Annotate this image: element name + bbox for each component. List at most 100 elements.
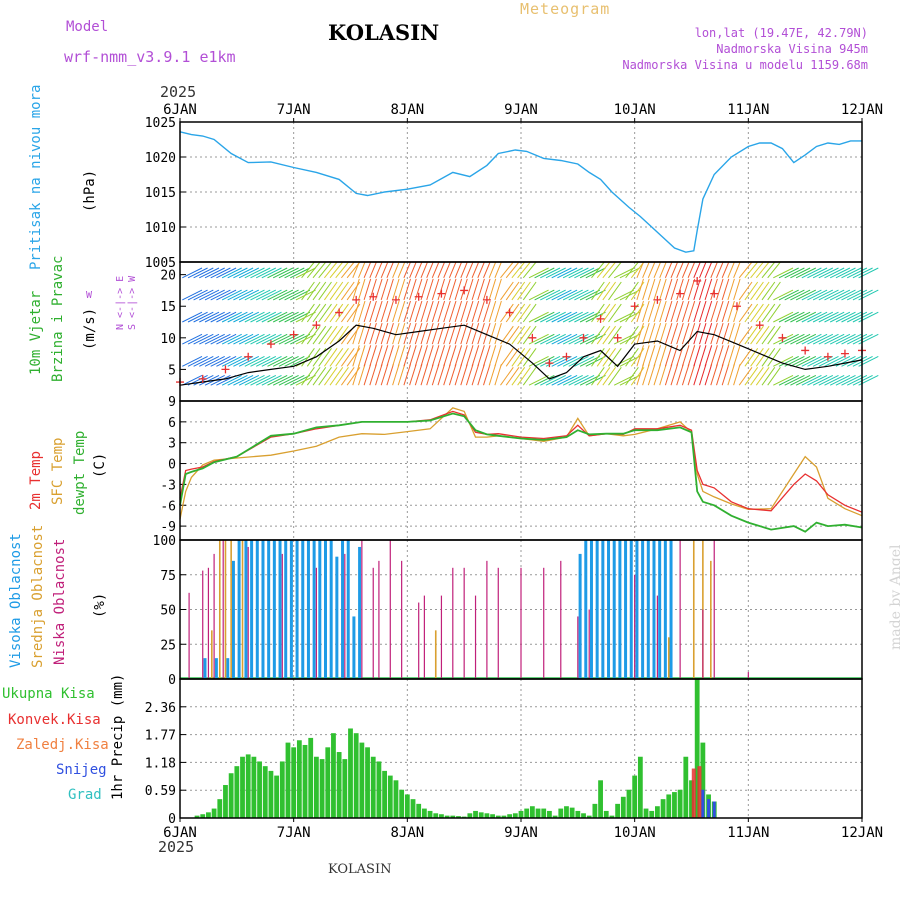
year-top: 2025 bbox=[160, 83, 197, 101]
wind-barb bbox=[528, 374, 549, 386]
high-cloud-bar bbox=[358, 546, 362, 679]
wind-barb bbox=[488, 364, 497, 386]
high-cloud-bar bbox=[272, 540, 276, 679]
wind-barb bbox=[420, 345, 428, 367]
precip-total-bar bbox=[655, 806, 660, 818]
precip-total-bar bbox=[666, 794, 672, 818]
wind-barb bbox=[591, 303, 605, 323]
precip-total-bar bbox=[672, 792, 677, 818]
wind-barb bbox=[807, 374, 828, 386]
wind-barb bbox=[278, 267, 299, 279]
wind-barb bbox=[790, 333, 811, 345]
wind-barb bbox=[397, 364, 406, 386]
wind-barb bbox=[358, 345, 366, 367]
wind-barb bbox=[443, 278, 451, 301]
wind-barb bbox=[721, 364, 730, 386]
wind-barb bbox=[818, 355, 839, 367]
wind-barb bbox=[744, 281, 759, 301]
precip-total-bar bbox=[501, 815, 507, 818]
wind-barb bbox=[835, 267, 856, 279]
wind-barb bbox=[392, 345, 400, 367]
precip-total-bar bbox=[302, 744, 308, 818]
wind-barb bbox=[750, 325, 764, 345]
precip-total-bar bbox=[569, 807, 575, 818]
wind-barb bbox=[448, 364, 457, 386]
wind-barb bbox=[767, 367, 781, 386]
wind-barb bbox=[187, 311, 208, 323]
wind-barb bbox=[182, 289, 203, 301]
low-cloud-bar bbox=[560, 560, 562, 679]
wind-barb bbox=[687, 300, 696, 323]
wind-barb bbox=[659, 364, 667, 386]
wind-barb bbox=[557, 311, 578, 323]
wind-barb bbox=[363, 345, 372, 367]
wind-barb bbox=[812, 333, 834, 345]
wind-barb bbox=[221, 267, 242, 279]
wind-barb bbox=[619, 289, 640, 301]
wind-barb bbox=[835, 289, 856, 301]
precip-total-bar bbox=[484, 813, 490, 818]
wind-barb bbox=[710, 261, 718, 278]
high-cloud-bar bbox=[607, 540, 611, 679]
wind-barb bbox=[323, 281, 338, 301]
wind-barb bbox=[517, 281, 531, 301]
wind-barb bbox=[517, 303, 531, 323]
wind-barb bbox=[625, 261, 639, 279]
wind-barb bbox=[250, 355, 271, 367]
wind-barb bbox=[397, 345, 406, 367]
wind-barb bbox=[829, 374, 851, 386]
wind-barb bbox=[505, 281, 520, 301]
wind-barb bbox=[608, 367, 622, 386]
mid-cloud-bar bbox=[434, 630, 437, 679]
altitude-label: Nadmorska Visina 945m bbox=[716, 42, 868, 56]
wind-barb bbox=[841, 333, 862, 345]
wind-barb bbox=[312, 325, 327, 345]
wind-barb bbox=[721, 261, 730, 278]
wind-barb bbox=[483, 278, 491, 301]
wind-barb bbox=[204, 355, 225, 367]
wind-barb bbox=[238, 374, 260, 386]
wind-barb bbox=[494, 345, 502, 367]
wind-barb bbox=[528, 267, 549, 279]
y-tick-label: 1.77 bbox=[145, 729, 176, 744]
wind-barb bbox=[267, 267, 288, 279]
precip-total-bar bbox=[421, 808, 427, 818]
wind-barb bbox=[369, 364, 377, 386]
wind-barb bbox=[608, 325, 622, 345]
low-cloud-bar bbox=[418, 602, 420, 679]
wind-barb bbox=[454, 364, 463, 386]
precip-total-bar bbox=[194, 815, 200, 818]
wind-barb bbox=[363, 364, 372, 386]
wind-barb bbox=[659, 278, 667, 301]
low-cloud-bar bbox=[588, 609, 590, 679]
wind-barb bbox=[846, 267, 868, 279]
wind-barb bbox=[846, 289, 868, 301]
wind-barb bbox=[812, 267, 834, 279]
wind-barb bbox=[187, 289, 208, 301]
wind-barb bbox=[392, 300, 400, 323]
high-cloud-bar bbox=[663, 540, 667, 679]
wind-barb bbox=[664, 278, 673, 301]
wind-barb bbox=[738, 367, 753, 386]
precip-total-bar bbox=[512, 813, 518, 818]
wind-barb bbox=[619, 355, 640, 367]
wind-barb bbox=[471, 322, 480, 345]
wind-barb bbox=[699, 261, 707, 278]
wind-barb bbox=[540, 333, 561, 345]
y-tick-label: -9 bbox=[160, 520, 176, 535]
wind-barb bbox=[812, 355, 834, 367]
wind-barb bbox=[795, 374, 817, 386]
high-cloud-bar bbox=[578, 553, 582, 679]
precip-total-bar bbox=[291, 747, 297, 818]
wind-barb bbox=[846, 311, 868, 323]
wind-barb bbox=[653, 364, 662, 386]
gust-marker bbox=[710, 289, 719, 298]
high-cloud-bar bbox=[244, 540, 248, 679]
high-cloud-bar bbox=[231, 560, 235, 679]
wind-barb bbox=[653, 261, 662, 278]
wind-barb bbox=[340, 281, 355, 301]
wind-barb bbox=[505, 367, 520, 386]
wind-barb bbox=[250, 289, 271, 301]
wind-barb bbox=[284, 289, 305, 301]
wind-barb bbox=[437, 322, 446, 345]
